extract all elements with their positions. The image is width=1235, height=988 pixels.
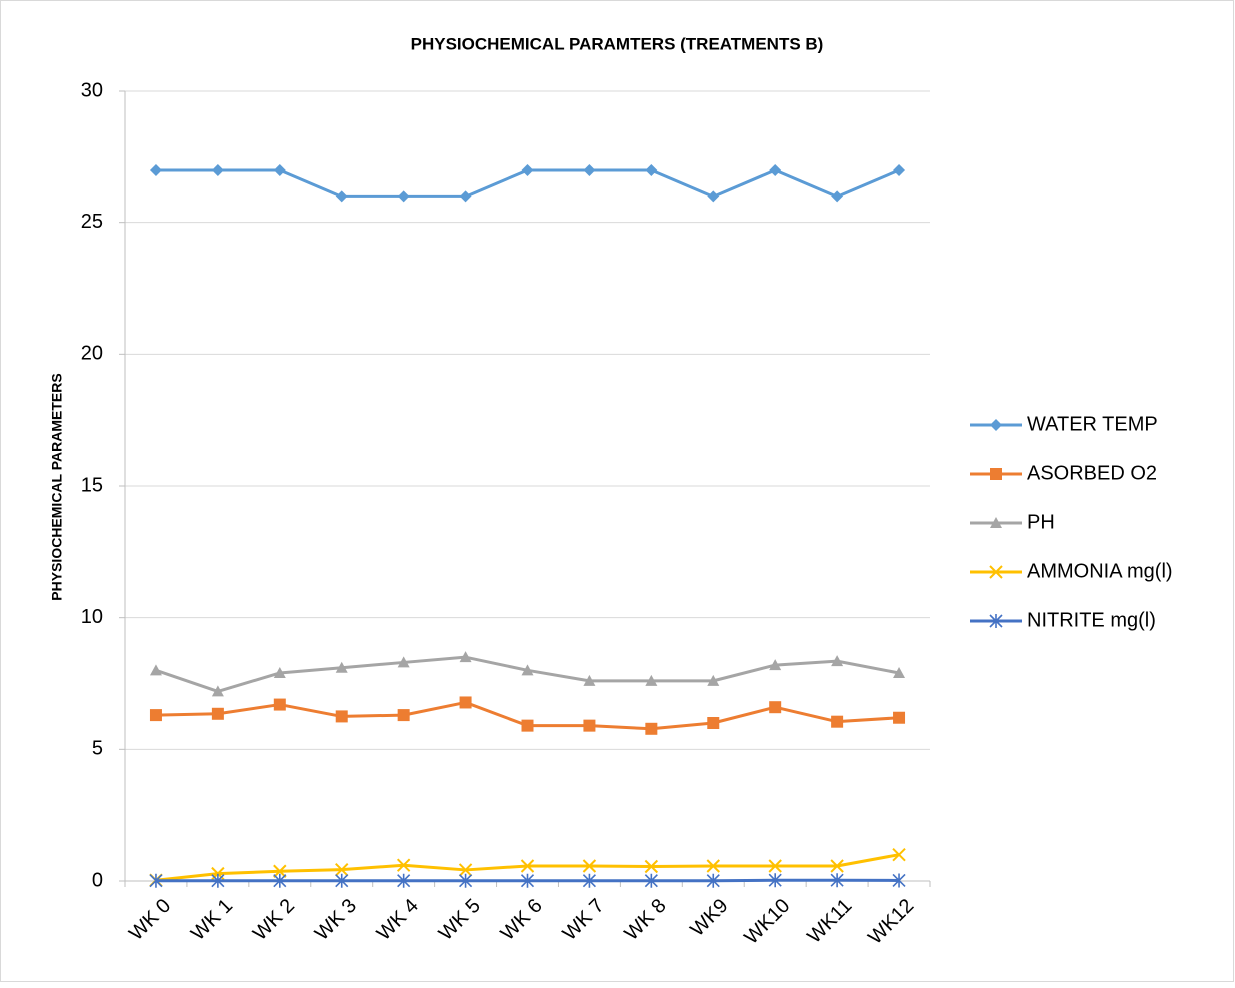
data-point	[149, 664, 162, 676]
data-point	[459, 873, 473, 888]
data-point	[644, 859, 659, 874]
data-point	[645, 722, 658, 735]
data-point	[769, 701, 782, 714]
data-point	[582, 873, 596, 888]
data-point	[211, 685, 224, 697]
y-axis-label: PHYSIOCHEMICAL PARAMETERS	[49, 373, 65, 600]
data-point	[768, 873, 782, 888]
data-point	[831, 655, 844, 667]
data-point	[768, 859, 782, 873]
data-point	[521, 664, 534, 676]
legend-label: ASORBED O2	[1027, 462, 1157, 484]
data-point	[459, 696, 472, 709]
y-tick-label: 15	[81, 474, 103, 496]
data-point	[831, 190, 844, 203]
data-point	[273, 164, 286, 176]
data-point	[583, 719, 596, 732]
data-point	[520, 873, 535, 888]
legend-marker	[989, 614, 1003, 628]
data-point	[893, 164, 906, 176]
data-point	[706, 873, 720, 888]
legend-marker	[990, 468, 1002, 480]
data-point	[149, 873, 163, 888]
data-point	[459, 190, 472, 203]
data-point	[273, 698, 286, 711]
data-point	[211, 873, 225, 888]
data-point	[520, 859, 535, 873]
data-point	[707, 717, 720, 729]
y-tick-label: 25	[81, 211, 103, 233]
data-point	[335, 710, 348, 723]
data-point	[273, 864, 287, 878]
data-point	[583, 164, 596, 176]
data-point	[645, 164, 658, 176]
legend-label: AMMONIA mg(l)	[1027, 560, 1173, 582]
data-point	[273, 873, 287, 888]
data-point	[582, 859, 597, 873]
data-point	[831, 715, 844, 728]
data-point	[335, 190, 348, 203]
legend-label: PH	[1027, 511, 1055, 533]
data-point	[521, 164, 534, 176]
data-point	[644, 873, 658, 888]
data-point	[707, 674, 720, 686]
legend-label: NITRITE mg(l)	[1027, 609, 1156, 631]
y-tick-label: 30	[81, 79, 103, 101]
data-point	[397, 709, 410, 722]
data-point	[397, 190, 410, 203]
data-point	[335, 862, 349, 877]
chart-title: PHYSIOCHEMICAL PARAMTERS (TREATMENTS B)	[411, 34, 824, 53]
legend-marker	[990, 419, 1002, 431]
legend-marker	[990, 517, 1002, 528]
y-tick-label: 0	[92, 869, 103, 891]
data-point	[769, 164, 782, 176]
data-point	[645, 674, 658, 686]
legend-label: WATER TEMP	[1027, 413, 1158, 435]
data-point	[397, 656, 410, 668]
data-point	[769, 659, 782, 671]
data-point	[335, 873, 349, 888]
data-point	[892, 873, 906, 888]
data-point	[149, 709, 162, 722]
data-point	[830, 859, 844, 873]
legend-marker	[989, 565, 1003, 579]
data-point	[396, 858, 411, 872]
data-point	[273, 666, 286, 678]
data-point	[707, 190, 720, 203]
y-tick-label: 5	[92, 738, 103, 760]
data-point	[893, 711, 906, 724]
data-point	[892, 847, 906, 862]
data-point	[706, 859, 720, 873]
data-point	[459, 651, 472, 663]
data-point	[830, 873, 844, 888]
y-tick-label: 20	[81, 343, 103, 365]
data-point	[583, 674, 596, 686]
data-point	[893, 666, 906, 678]
data-point	[211, 164, 224, 176]
data-point	[149, 164, 162, 176]
data-point	[397, 873, 411, 888]
y-tick-label: 10	[81, 606, 103, 628]
data-point	[521, 719, 534, 732]
data-point	[335, 661, 348, 673]
data-point	[458, 863, 473, 877]
data-point	[211, 707, 224, 720]
